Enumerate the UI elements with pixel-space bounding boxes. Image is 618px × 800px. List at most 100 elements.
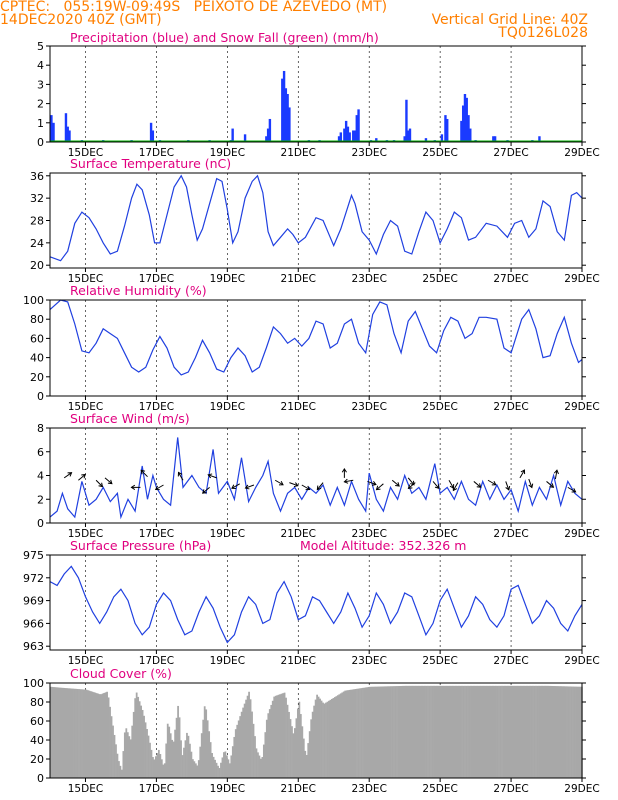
panel-0 bbox=[46, 45, 586, 146]
cloud-bar bbox=[66, 688, 69, 778]
precip-bar bbox=[339, 132, 343, 142]
cloud-bar bbox=[338, 694, 341, 778]
x-tick-label: 29DEC bbox=[564, 528, 599, 540]
cloud-bar bbox=[539, 685, 542, 778]
cloud-bar bbox=[262, 744, 265, 778]
cloud-bar bbox=[366, 687, 369, 778]
wind-arrow bbox=[78, 474, 86, 481]
cloud-bar bbox=[502, 685, 505, 778]
y-tick-label: 36 bbox=[30, 170, 44, 183]
cloud-bar bbox=[382, 686, 385, 778]
cloud-bar bbox=[362, 687, 364, 778]
cloud-bar bbox=[218, 768, 221, 778]
cloud-bar bbox=[307, 743, 310, 778]
cloud-bar bbox=[221, 757, 224, 778]
x-tick-label: 17DEC bbox=[139, 528, 174, 540]
cloud-bar bbox=[57, 687, 60, 778]
cloud-bar bbox=[294, 728, 296, 778]
cloud-bar bbox=[280, 693, 283, 778]
cloud-bar bbox=[447, 685, 450, 778]
cloud-bar bbox=[394, 686, 397, 778]
cloud-bar bbox=[347, 690, 350, 778]
precip-bar bbox=[288, 107, 291, 142]
cloud-bar bbox=[171, 739, 174, 778]
cloud-bar bbox=[296, 708, 299, 778]
cloud-bar bbox=[302, 738, 305, 778]
cloud-bar bbox=[520, 685, 523, 778]
wind-arrow-head bbox=[107, 479, 113, 485]
y-tick-label: 80 bbox=[30, 313, 44, 326]
cloud-bar bbox=[549, 685, 552, 778]
cloud-bar bbox=[558, 686, 561, 778]
cloud-bar bbox=[70, 688, 73, 778]
cloud-bar bbox=[421, 685, 423, 778]
cloud-bar bbox=[551, 685, 554, 778]
precip-bar bbox=[149, 122, 153, 142]
wind-arrow-head bbox=[130, 484, 136, 490]
cloud-bar bbox=[197, 760, 200, 778]
cloud-bar bbox=[88, 690, 91, 778]
cloud-bar bbox=[344, 690, 347, 778]
cloud-bar bbox=[462, 685, 465, 778]
wind-arrow-head bbox=[305, 485, 311, 491]
precip-bar bbox=[282, 70, 286, 142]
wind-arrow-head bbox=[231, 484, 236, 489]
wind-arrow bbox=[202, 486, 210, 494]
y-tick-label: 966 bbox=[23, 617, 44, 630]
precip-bar bbox=[405, 99, 408, 142]
cloud-bar bbox=[566, 686, 568, 778]
cloud-bar bbox=[484, 685, 487, 778]
cloud-bar bbox=[123, 732, 126, 778]
cloud-bar bbox=[224, 751, 227, 778]
cloud-bar bbox=[211, 753, 213, 778]
cloud-bar bbox=[356, 688, 358, 778]
cloud-bar bbox=[444, 685, 447, 778]
wind-arrow bbox=[208, 474, 217, 479]
cloud-bar bbox=[137, 696, 140, 778]
cloud-bar bbox=[331, 698, 333, 778]
x-tick-label: 21DEC bbox=[281, 401, 316, 413]
x-tick-label: 27DEC bbox=[493, 273, 528, 285]
precip-bar bbox=[446, 118, 449, 142]
x-tick-label: 17DEC bbox=[139, 273, 174, 285]
cloud-bar bbox=[407, 685, 410, 778]
wind-arrow-head bbox=[293, 482, 299, 488]
y-tick-label: 20 bbox=[30, 753, 44, 766]
precip-bar bbox=[286, 94, 289, 142]
cloud-bar bbox=[311, 711, 314, 778]
x-tick-label: 17DEC bbox=[139, 401, 174, 413]
cloud-bar bbox=[230, 755, 233, 778]
x-tick-label: 25DEC bbox=[422, 401, 457, 413]
cloud-bar bbox=[190, 751, 193, 778]
panel-3 bbox=[46, 427, 586, 527]
cloud-bar bbox=[465, 685, 468, 778]
precip-bar bbox=[407, 130, 410, 142]
cloud-bar bbox=[283, 692, 286, 778]
x-tick-label: 17DEC bbox=[139, 147, 174, 159]
panel-4 bbox=[46, 554, 586, 654]
cloud-bar bbox=[94, 692, 97, 778]
x-tick-label: 29DEC bbox=[564, 783, 599, 795]
x-tick-label: 27DEC bbox=[493, 401, 528, 413]
precip-bar bbox=[538, 136, 541, 142]
cloud-bar bbox=[196, 765, 199, 778]
wind-arrow bbox=[316, 482, 324, 490]
cloud-bar bbox=[437, 685, 440, 778]
cloud-bar bbox=[220, 762, 222, 778]
cloud-bar bbox=[157, 749, 160, 778]
cloud-bar bbox=[55, 687, 58, 778]
cloud-bar bbox=[575, 686, 577, 778]
x-tick-label: 25DEC bbox=[422, 528, 457, 540]
cloud-bar bbox=[501, 685, 503, 778]
cloud-bar bbox=[492, 685, 494, 778]
cloud-bar bbox=[138, 701, 141, 778]
precip-bar bbox=[151, 130, 155, 142]
panel-frame bbox=[49, 299, 583, 397]
header-right-line2: Vertical Grid Line: 40Z bbox=[431, 12, 588, 28]
cloud-bar bbox=[79, 689, 82, 778]
cloud-bar bbox=[342, 691, 345, 778]
cloud-bar bbox=[360, 688, 363, 778]
precip-bar bbox=[357, 109, 360, 142]
cloud-bar bbox=[345, 690, 348, 778]
